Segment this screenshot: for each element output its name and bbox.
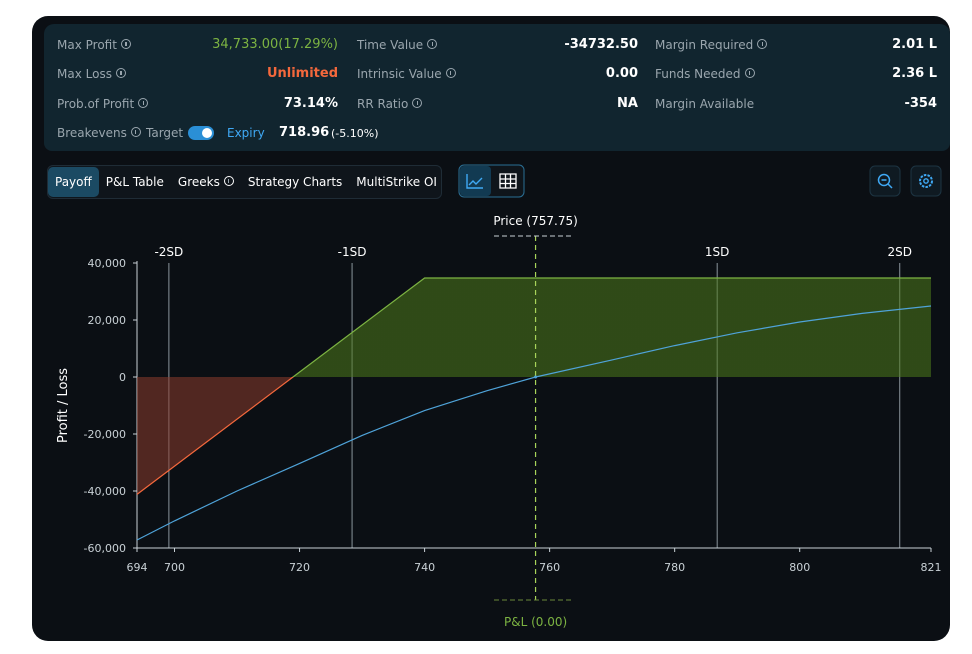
stat-label-text: Margin Required — [655, 38, 754, 52]
x-tick-label: 800 — [789, 561, 810, 574]
x-tick-label: 720 — [289, 561, 310, 574]
stat-label-text: Funds Needed — [655, 67, 741, 81]
stat-label: Max Loss — [57, 66, 126, 82]
sd-label: 2SD — [887, 245, 912, 259]
payoff-line — [136, 305, 932, 541]
stat-label-text: RR Ratio — [357, 97, 409, 111]
tab-label: Greeks — [177, 175, 220, 189]
stat-label-text: Intrinsic Value — [357, 67, 442, 81]
stat-label: Funds Needed — [655, 66, 755, 82]
x-tick-label: 740 — [414, 561, 435, 574]
y-tick-label: 0 — [119, 371, 126, 384]
x-tick-label: 694 — [127, 561, 148, 574]
zoom-icon — [881, 179, 893, 189]
tabs: Payoff P&L Table Greeks Strategy Charts … — [47, 165, 442, 199]
stat-label-text: Prob.of Profit — [57, 97, 135, 111]
target-label: Target — [146, 126, 184, 140]
stat-label-text: Max Loss — [57, 67, 112, 81]
toggle[interactable] — [188, 126, 214, 140]
tab[interactable]: MultiStrike OI — [356, 175, 437, 189]
y-tick-label: -20,000 — [84, 428, 126, 441]
stat-value: Unlimited — [266, 66, 338, 81]
x-tick-label: 700 — [164, 561, 185, 574]
stat-label: Time Value — [357, 37, 438, 53]
settings-icon — [923, 178, 929, 184]
sd-label: -1SD — [338, 245, 367, 259]
x-tick-label: 780 — [664, 561, 685, 574]
zoom-button[interactable] — [869, 165, 901, 197]
sd-label: 1SD — [705, 245, 730, 259]
y-tick-label: -40,000 — [84, 485, 126, 498]
stat-value: 73.14% — [283, 96, 338, 111]
stat-value: 0.00 — [605, 66, 638, 81]
stat-value: -354 — [904, 96, 937, 111]
stat-value: 2.01 L — [892, 37, 937, 52]
breakevens: Breakevens — [57, 125, 141, 141]
y-tick-label: 40,000 — [88, 257, 127, 270]
x-tick-label: 821 — [921, 561, 942, 574]
settings-button[interactable] — [910, 165, 942, 197]
y-tick-label: -60,000 — [84, 542, 126, 555]
stat-value: 2.36 L — [892, 66, 937, 81]
tab[interactable]: Strategy Charts — [247, 175, 343, 189]
stat-label: RR Ratio — [357, 96, 423, 112]
tab[interactable]: Greeks — [171, 167, 241, 197]
stat-label-text: Time Value — [357, 38, 424, 52]
stat-label-text: Max Profit — [57, 38, 117, 52]
breakeven-change: (-5.10%) — [331, 127, 379, 140]
stat-label: Prob.of Profit — [57, 96, 149, 112]
stat-label: Margin Available — [655, 96, 754, 112]
pnl-point — [534, 375, 538, 379]
zoom-icon — [877, 173, 891, 187]
expiry-label[interactable]: Expiry — [227, 126, 265, 140]
pnl-label: P&L (0.00) — [504, 615, 567, 629]
stat-label: Margin Required — [655, 37, 768, 53]
settings-icon — [919, 174, 933, 188]
stat-value: -34732.50 — [564, 37, 638, 52]
tab[interactable]: P&L Table — [105, 175, 164, 189]
stat-label-text: Margin Available — [655, 97, 755, 111]
y-tick-label: 20,000 — [88, 314, 127, 327]
table-view-button[interactable] — [499, 173, 517, 189]
stat-label: Max Profit — [57, 37, 131, 53]
payoff-line — [136, 277, 931, 495]
chart-icon — [466, 174, 483, 189]
stat-value: NA — [617, 96, 638, 111]
stat-label: Intrinsic Value — [357, 66, 456, 82]
sd-label: -2SD — [154, 245, 183, 259]
x-tick-label: 760 — [539, 561, 560, 574]
y-axis-label: Profit / Loss — [56, 368, 71, 443]
chart-view-button[interactable] — [460, 166, 491, 196]
price-label: Price (757.75) — [493, 214, 577, 228]
stat-value: 34,733.00(17.29%) — [212, 37, 338, 52]
breakevens-label: Breakevens — [57, 126, 127, 140]
payoff-area — [137, 278, 931, 495]
tab[interactable]: Payoff — [48, 167, 99, 197]
breakeven-value: 718.96 — [279, 125, 330, 140]
